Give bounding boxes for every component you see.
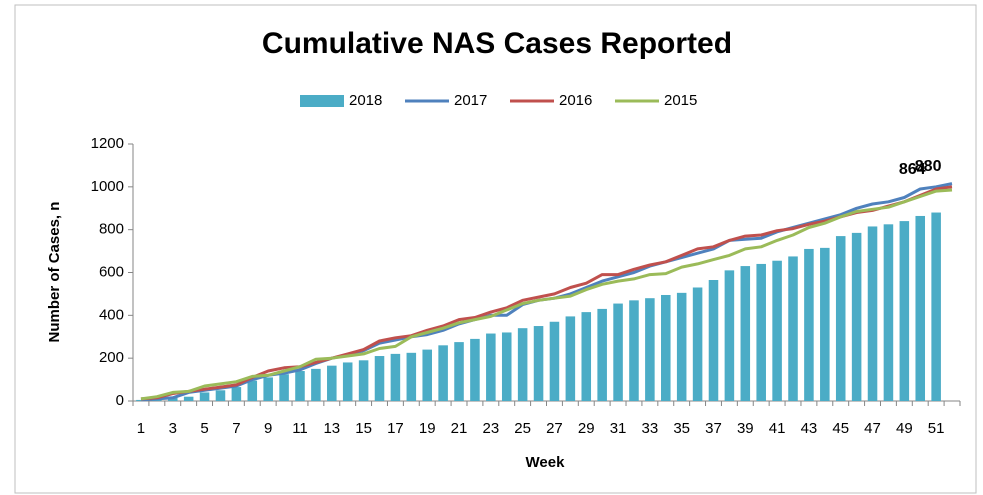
bar: [883, 224, 894, 401]
x-tick-label: 23: [482, 420, 499, 437]
bar: [867, 226, 878, 401]
bar: [597, 308, 607, 401]
bar: [676, 292, 687, 401]
x-axis-title: Week: [526, 454, 566, 471]
x-tick-label: 13: [323, 420, 340, 437]
bar: [835, 236, 846, 401]
bar: [756, 263, 766, 401]
x-tick-label: 15: [355, 420, 372, 437]
bar: [231, 387, 242, 401]
bar: [215, 390, 226, 401]
bar: [804, 248, 814, 401]
bar: [613, 303, 623, 401]
x-tick-label: 33: [642, 420, 659, 437]
y-tick-label: 400: [99, 306, 124, 323]
bar: [390, 353, 401, 401]
y-axis-title: Number of Cases, n: [46, 202, 63, 343]
bar: [645, 298, 655, 401]
y-tick-label: 0: [116, 392, 124, 409]
x-tick-label: 19: [419, 420, 436, 437]
bar: [820, 247, 830, 401]
legend-swatch: [300, 95, 344, 107]
bar: [470, 338, 480, 401]
bar: [533, 326, 544, 401]
bar: [629, 300, 639, 401]
chart-title: Cumulative NAS Cases Reported: [262, 27, 732, 60]
x-tick-label: 39: [737, 420, 754, 437]
x-tick-label: 47: [864, 420, 881, 437]
bar: [183, 396, 194, 401]
x-tick-label: 29: [578, 420, 595, 437]
bar: [692, 287, 703, 401]
bar: [406, 352, 417, 401]
x-tick-label: 43: [801, 420, 818, 437]
bar: [374, 356, 385, 401]
x-tick-label: 27: [546, 420, 563, 437]
bar: [851, 232, 862, 401]
x-tick-label: 25: [514, 420, 531, 437]
bar: [581, 312, 592, 401]
line: [140, 185, 953, 401]
bar: [136, 399, 146, 401]
legend-label: 2016: [559, 92, 592, 109]
x-tick-label: 41: [769, 420, 786, 437]
legend-label: 2017: [454, 92, 487, 109]
legend-label: 2015: [664, 92, 697, 109]
bar: [740, 266, 751, 401]
y-tick-label: 800: [99, 221, 124, 238]
x-tick-label: 45: [832, 420, 849, 437]
bar: [565, 316, 576, 401]
bar: [931, 212, 941, 401]
bar: [788, 256, 798, 401]
bar: [549, 321, 560, 401]
bar: [279, 374, 289, 401]
bar: [501, 332, 512, 401]
bar: [342, 362, 353, 401]
y-tick-label: 1000: [91, 178, 124, 195]
x-tick-label: 49: [896, 420, 913, 437]
bar: [247, 380, 258, 401]
y-tick-label: 1200: [91, 135, 124, 152]
bar: [454, 342, 464, 401]
x-tick-label: 3: [169, 420, 177, 437]
bar: [915, 215, 926, 401]
value-label: 880: [915, 158, 942, 175]
x-tick-label: 7: [232, 420, 240, 437]
bar: [167, 397, 178, 401]
y-tick-label: 200: [99, 349, 124, 366]
y-tick-label: 600: [99, 263, 124, 280]
bar: [708, 279, 719, 401]
x-tick-label: 31: [610, 420, 627, 437]
bar: [199, 392, 210, 401]
bar: [263, 377, 273, 401]
x-tick-label: 1: [137, 420, 145, 437]
bar: [438, 345, 448, 401]
bar: [422, 349, 432, 401]
bar: [899, 221, 910, 401]
bar: [358, 360, 369, 401]
bar: [724, 270, 735, 401]
bar: [486, 333, 496, 401]
x-tick-label: 51: [928, 420, 945, 437]
x-tick-label: 37: [705, 420, 722, 437]
x-tick-label: 5: [200, 420, 208, 437]
bar: [311, 368, 321, 401]
x-tick-label: 9: [264, 420, 272, 437]
x-tick-label: 17: [387, 420, 404, 437]
line: [140, 188, 953, 401]
chart-border: [14, 4, 977, 494]
x-tick-label: 11: [292, 420, 308, 437]
bar: [772, 260, 782, 401]
bar: [661, 294, 671, 401]
value-label: 864: [899, 161, 926, 178]
bar: [517, 328, 528, 401]
x-tick-label: 35: [673, 420, 690, 437]
x-tick-label: 21: [451, 420, 468, 437]
bar: [295, 371, 305, 401]
bar: [327, 365, 337, 401]
legend-label: 2018: [349, 92, 382, 109]
